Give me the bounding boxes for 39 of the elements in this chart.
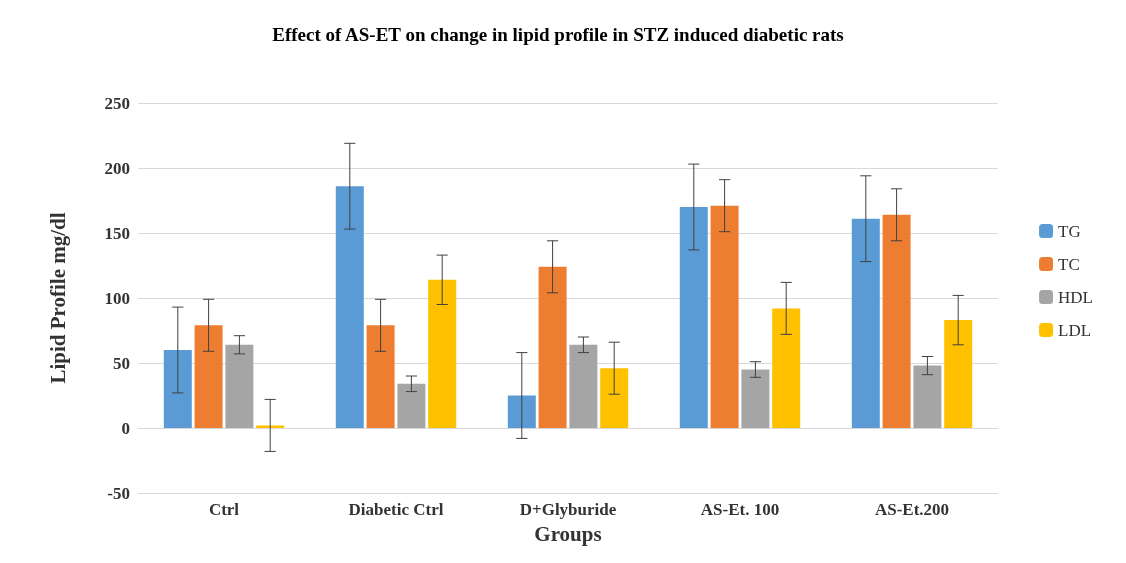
x-axis-title: Groups <box>534 521 602 546</box>
y-tick-label: 0 <box>121 418 130 438</box>
legend-label: TG <box>1058 221 1081 241</box>
bar <box>194 325 223 428</box>
bar <box>256 425 285 428</box>
y-tick-label: 50 <box>113 353 130 373</box>
bar <box>397 383 426 428</box>
bar <box>366 325 395 428</box>
bar <box>944 320 973 428</box>
bar <box>741 369 770 428</box>
legend-label: TC <box>1058 254 1080 274</box>
y-tick-label: 250 <box>104 93 130 113</box>
x-tick-label: AS-Et. 100 <box>700 500 780 519</box>
x-tick-label: Ctrl <box>208 500 240 519</box>
bar <box>913 365 942 428</box>
x-tick-label: D+Glyburide <box>519 500 617 519</box>
chart-title: Effect of AS-ET on change in lipid profile in STZ induced diabetic rats <box>272 24 844 45</box>
bar <box>538 266 567 428</box>
y-tick-label: 150 <box>104 223 130 243</box>
bar <box>772 308 801 428</box>
bar <box>163 350 192 428</box>
y-axis-title: Lipid Profile mg/dl <box>45 212 70 384</box>
bar <box>600 368 629 428</box>
bar <box>851 218 880 428</box>
bar <box>679 207 708 428</box>
bar <box>507 395 536 428</box>
bar <box>335 186 364 428</box>
x-tick-label: Diabetic Ctrl <box>348 500 444 519</box>
legend-label: LDL <box>1058 320 1092 340</box>
y-tick-label: -50 <box>107 483 130 503</box>
bar <box>569 344 598 428</box>
bar <box>710 205 739 428</box>
bar <box>428 279 457 428</box>
bar <box>225 344 254 428</box>
legend-label: HDL <box>1058 287 1094 307</box>
y-tick-label: 200 <box>104 158 130 178</box>
x-tick-label: AS-Et.200 <box>874 500 950 519</box>
bar <box>882 214 911 428</box>
y-tick-label: 100 <box>104 288 130 308</box>
